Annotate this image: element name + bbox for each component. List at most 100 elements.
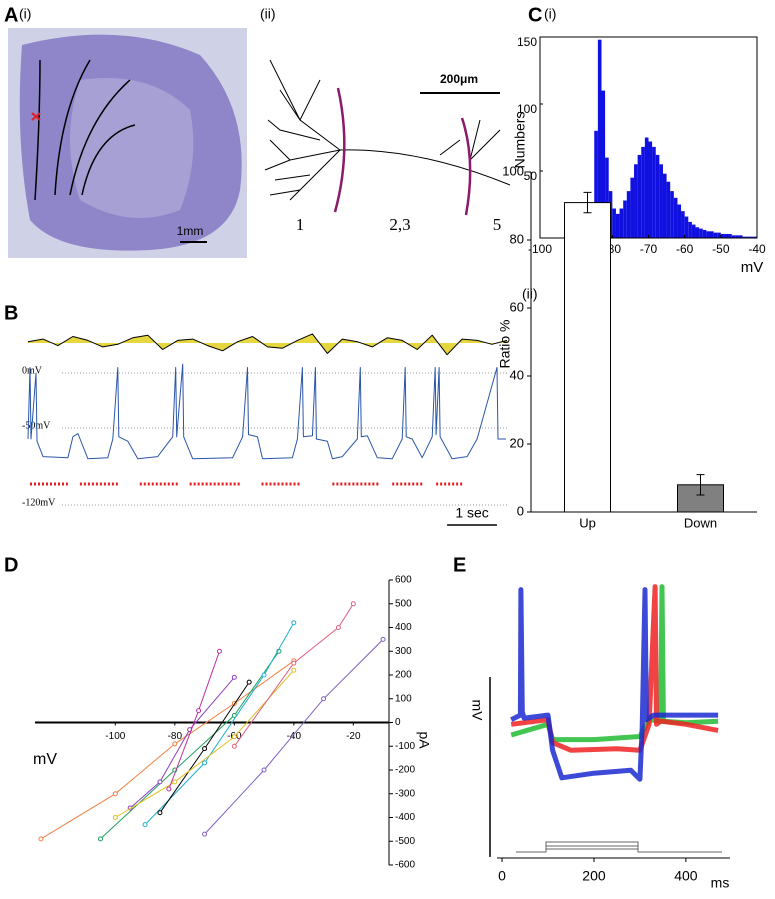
y-tick-label: 20	[510, 435, 524, 450]
panel-label: C	[528, 4, 542, 26]
scale-bar-label: 200μm	[440, 72, 478, 86]
histogram-bar	[626, 191, 631, 238]
data-point	[196, 708, 202, 714]
data-point	[350, 601, 356, 607]
fit-line	[144, 622, 295, 825]
histogram-bar	[684, 216, 689, 238]
bar	[564, 202, 611, 513]
neuron-drawing	[264, 59, 511, 216]
trace	[27, 333, 508, 356]
y-tick-label: 0mV	[22, 365, 43, 376]
y-tick-label: 400	[395, 622, 412, 633]
data-point	[246, 679, 252, 685]
data-point	[97, 836, 103, 842]
data-point	[38, 836, 44, 842]
data-point	[261, 672, 267, 678]
panel-sublabel: (ii)	[522, 286, 538, 302]
x-tick-label: Up	[579, 515, 596, 530]
histogram-bar	[706, 231, 710, 238]
panel-sublabel: (i)	[19, 6, 31, 22]
y-tick-label: 500	[395, 598, 412, 609]
histogram-bar	[652, 146, 656, 238]
layer-label: 5	[493, 215, 502, 234]
histogram-bar	[641, 146, 645, 238]
histogram-bar	[753, 236, 757, 238]
data-point	[157, 810, 163, 816]
panel-label: B	[4, 302, 18, 324]
y-tick-label: 150	[517, 35, 537, 49]
x-tick-label: 0	[498, 868, 506, 884]
histogram-bar	[648, 141, 653, 238]
y-tick-label: 50	[524, 169, 538, 183]
data-point	[291, 620, 297, 626]
data-point	[157, 779, 163, 785]
layer-label: 2,3	[389, 215, 410, 234]
data-point	[380, 636, 386, 642]
panel-label: E	[453, 554, 466, 576]
data-point	[172, 741, 178, 747]
data-point	[112, 791, 118, 797]
histogram-bar	[735, 235, 739, 238]
y-tick-label: 100	[502, 163, 524, 178]
data-point	[291, 667, 297, 673]
axes	[530, 172, 757, 513]
histogram-bar	[681, 211, 685, 238]
fit-line	[129, 677, 235, 809]
histogram-bar	[731, 235, 736, 238]
histogram-bar	[691, 224, 696, 238]
histogram-bar	[655, 154, 660, 238]
data-point	[231, 674, 237, 680]
data-point	[142, 822, 148, 828]
histogram-bar	[666, 181, 671, 238]
histogram-bar	[605, 157, 609, 238]
x-axis-label: ms	[711, 875, 730, 891]
data-point	[335, 625, 341, 630]
histogram-bar	[699, 228, 703, 238]
histogram-bar	[746, 236, 750, 238]
data-point	[291, 660, 297, 666]
area-fill	[28, 333, 507, 355]
y-tick-label: 100	[395, 693, 412, 704]
y-tick-label: 0	[395, 717, 401, 728]
y-axis-label: Numbers	[512, 112, 528, 169]
histogram-bar	[738, 235, 743, 238]
trace	[27, 363, 506, 460]
x-tick-label: -70	[640, 242, 658, 256]
y-tick-label: 80	[510, 231, 524, 246]
x-tick-label: -60	[676, 242, 694, 256]
histogram-bar	[659, 164, 663, 238]
y-tick-label: -300	[395, 788, 415, 799]
y-tick-label: 200	[395, 670, 412, 681]
x-tick-label: 200	[582, 868, 606, 884]
data-point	[172, 779, 178, 785]
trace	[510, 587, 719, 782]
fit-line	[115, 669, 295, 818]
error-bar	[583, 191, 592, 214]
stimulus-steps	[516, 841, 722, 853]
histogram-bar	[644, 137, 649, 238]
y-tick-label: 300	[395, 646, 412, 657]
y-tick-label: 100	[517, 102, 537, 116]
error-bar	[696, 474, 705, 496]
histogram-bar	[724, 233, 729, 238]
x-tick-label: Down	[684, 515, 717, 530]
histogram-bar	[634, 164, 638, 238]
histogram-bar	[673, 197, 678, 238]
y-axis-label: pA	[416, 731, 432, 749]
y-tick-label: -600	[395, 860, 415, 871]
panel-sublabel: (i)	[544, 6, 556, 22]
y-axis-label: Ratio %	[497, 319, 513, 368]
scale-bar-label: 1mm	[177, 224, 204, 238]
histogram-bar	[630, 177, 635, 238]
histogram-bar	[677, 204, 682, 238]
x-axis-label: mV	[741, 259, 764, 276]
y-tick-label: 0	[517, 503, 524, 518]
histogram-bar	[742, 236, 747, 238]
layer-label: 1	[296, 215, 305, 234]
fit-line	[168, 651, 220, 790]
x-axis-label: mV	[33, 751, 57, 768]
histogram-bar	[637, 154, 642, 238]
panel-label: A	[4, 4, 18, 26]
histogram-bar	[717, 232, 721, 238]
